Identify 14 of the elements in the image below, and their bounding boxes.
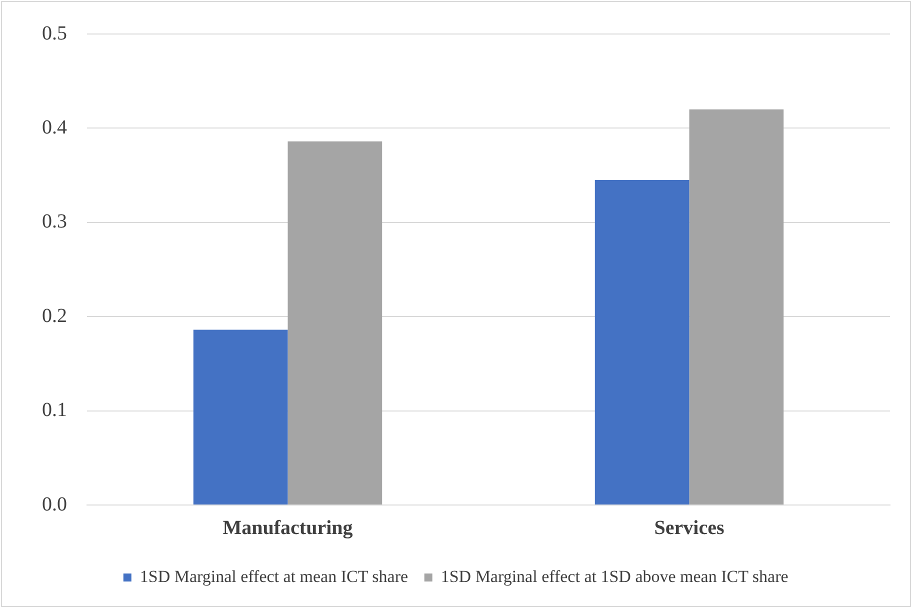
bar	[193, 330, 288, 504]
y-tick-label: 0.1	[42, 399, 67, 422]
y-tick-label: 0.5	[42, 22, 67, 44]
y-tick-label: 0.0	[42, 493, 67, 516]
x-tick-label: Manufacturing	[222, 517, 353, 540]
bar	[594, 180, 690, 504]
legend-label: 1SD Marginal effect at mean ICT share	[140, 566, 408, 586]
bar	[288, 141, 382, 504]
y-tick-label: 0.3	[42, 210, 67, 233]
legend-label: 1SD Marginal effect at 1SD above mean ICT share	[440, 566, 788, 586]
bar	[689, 109, 784, 504]
y-tick-label: 0.4	[42, 116, 67, 138]
y-tick-label: 0.2	[42, 304, 67, 327]
x-tick-label: Services	[654, 517, 724, 540]
